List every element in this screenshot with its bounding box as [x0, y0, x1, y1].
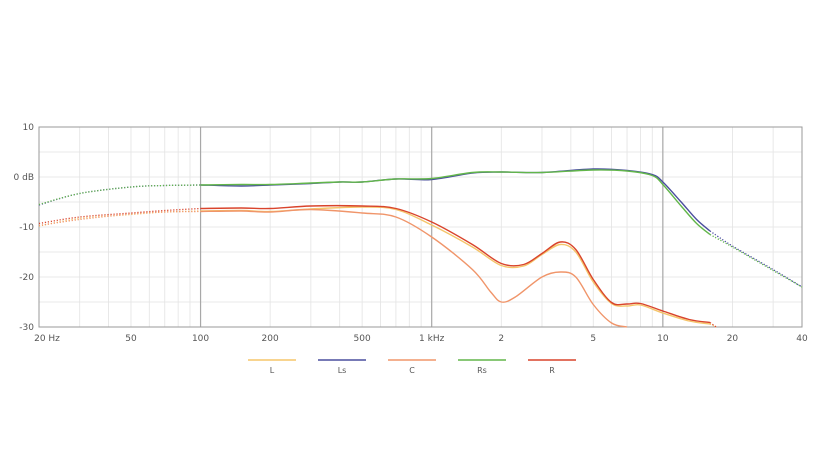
- series-r-high-extension: [709, 321, 717, 328]
- x-tick-label: 20: [727, 334, 739, 344]
- x-tick-label: 20 Hz: [34, 334, 60, 344]
- series-ls-line: [200, 168, 711, 232]
- legend-item-l: L: [248, 359, 296, 375]
- legend-label: R: [549, 366, 555, 375]
- series-c-low-extension: [38, 210, 201, 227]
- x-tick-label: 5: [590, 334, 596, 344]
- series-ls-high-extension: [709, 230, 803, 288]
- x-tick-label: 200: [262, 334, 279, 344]
- y-tick-label: -20: [19, 273, 34, 283]
- plot-frame: [38, 126, 803, 328]
- series-r: [38, 204, 717, 328]
- x-axis-ticks: 20 Hz 50 100 200 500 1 kHz 2 5 10 20 40: [34, 334, 808, 344]
- legend-item-r: R: [528, 359, 576, 375]
- legend-label: Rs: [477, 366, 487, 375]
- series-l-low-extension: [38, 210, 201, 227]
- series-r-low-extension: [38, 207, 201, 225]
- y-tick-label: -30: [19, 323, 34, 333]
- series-rs: [38, 169, 803, 288]
- series-l-line: [200, 206, 711, 325]
- series-c: [38, 208, 628, 328]
- y-tick-label: 0 dB: [14, 173, 34, 183]
- legend-item-rs: Rs: [458, 359, 506, 375]
- series-layer: [38, 168, 803, 328]
- series-l: [38, 206, 717, 328]
- x-tick-label: 100: [192, 334, 209, 344]
- legend-label: Ls: [338, 366, 347, 375]
- series-rs-low-extension: [38, 184, 201, 206]
- legend-item-c: C: [388, 359, 436, 375]
- x-tick-label: 2: [498, 334, 504, 344]
- x-tick-label: 500: [354, 334, 371, 344]
- x-tick-label: 50: [125, 334, 137, 344]
- x-tick-label: 40: [796, 334, 808, 344]
- series-r-line: [200, 204, 711, 324]
- x-tick-label: 1 kHz: [419, 334, 445, 344]
- legend-label: L: [270, 366, 275, 375]
- series-c-line: [200, 208, 628, 328]
- minor-grid: [39, 127, 802, 327]
- x-tick-label: 10: [657, 334, 669, 344]
- legend: L Ls C Rs R: [248, 359, 576, 375]
- major-grid: [199, 127, 664, 327]
- y-axis-ticks: 10 0 dB -10 -20 -30: [14, 123, 35, 333]
- series-ls: [38, 168, 803, 288]
- y-tick-label: 10: [23, 123, 35, 133]
- series-rs-line: [200, 169, 711, 236]
- series-rs-high-extension: [709, 233, 803, 288]
- legend-item-ls: Ls: [318, 359, 366, 375]
- y-tick-label: -10: [19, 223, 34, 233]
- legend-label: C: [409, 366, 415, 375]
